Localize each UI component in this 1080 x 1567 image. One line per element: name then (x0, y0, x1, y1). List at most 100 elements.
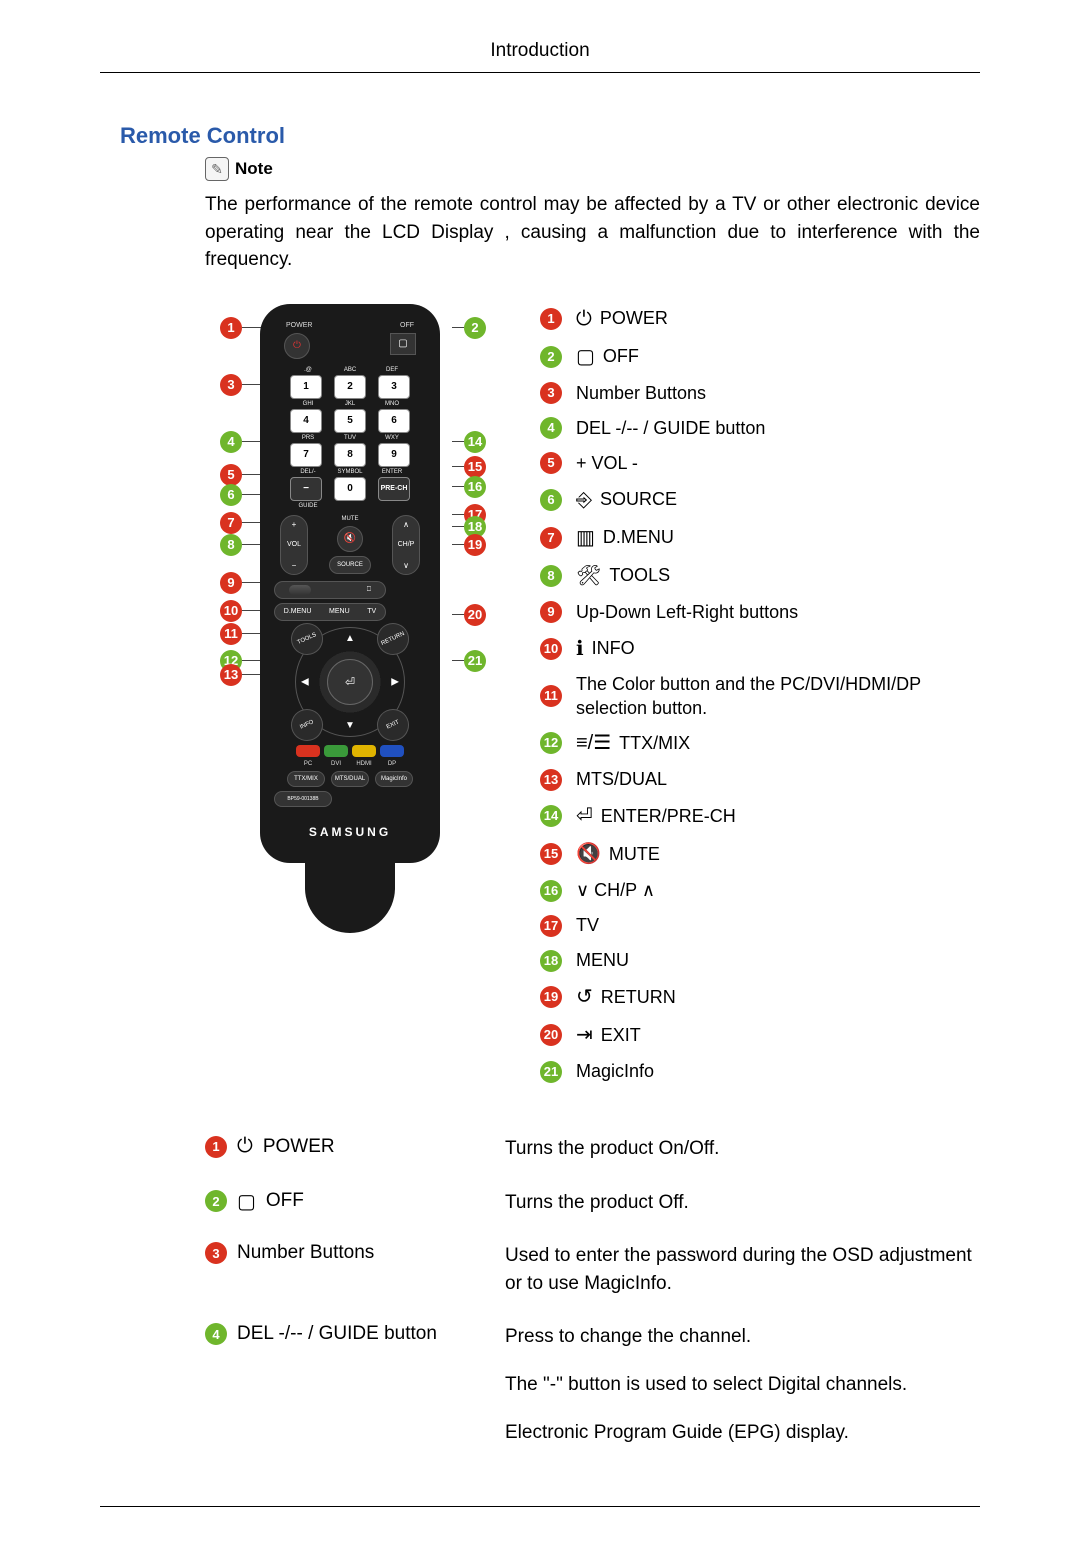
legend-row: 19↺RETURN (540, 982, 956, 1012)
legend-list: 1⏻POWER2▢OFF3Number Buttons4DEL -/-- / G… (540, 304, 956, 1086)
desc-paragraph: Press to change the channel. (505, 1323, 980, 1351)
legend-row: 3Number Buttons (540, 380, 956, 407)
legend-row: 8 🛠 TOOLS (540, 561, 956, 591)
legend-text: TOOLS (609, 562, 670, 589)
callout-stem (452, 466, 464, 468)
legend-text: SOURCE (600, 486, 677, 513)
legend-text: D.MENU (603, 524, 674, 551)
callout-stem (452, 486, 464, 488)
callout-bubble: 8 (220, 534, 242, 556)
callout-stem (452, 327, 464, 329)
legend-glyph-icon: 🛠 (576, 561, 601, 591)
legend-row: 20⇥EXIT (540, 1020, 956, 1050)
remote-callout: 20 (452, 604, 486, 626)
legend-row: 11The Color button and the PC/DVI/HDMI/D… (540, 672, 956, 721)
remote-color-label: PC (296, 761, 320, 767)
legend-text: ENTER/PRE-CH (601, 803, 736, 830)
legend-row: 7▥D.MENU (540, 523, 956, 553)
note-icon: ✎ (205, 157, 229, 181)
legend-number-bubble: 17 (540, 915, 562, 937)
legend-row: 2▢OFF (540, 342, 956, 372)
description-table: 1⏻POWERTurns the product On/Off.2▢OFFTur… (205, 1135, 980, 1446)
legend-number-bubble: 13 (540, 769, 562, 791)
legend-glyph-icon: ℹ (576, 634, 584, 664)
legend-number-bubble: 7 (540, 527, 562, 549)
callout-bubble: 4 (220, 431, 242, 453)
legend-number-bubble: 8 (540, 565, 562, 587)
legend-row: 16∨ CH/P ∧ (540, 877, 956, 904)
legend-number-bubble: 4 (540, 417, 562, 439)
legend-number-bubble: 3 (540, 382, 562, 404)
legend-number-bubble: 18 (540, 950, 562, 972)
remote-illustration: 134567891011121321415161718192021 POWERO… (220, 304, 480, 1086)
legend-row: 12≡/☰TTX/MIX (540, 728, 956, 758)
callout-bubble: 3 (220, 374, 242, 396)
legend-row: 15🔇MUTE (540, 839, 956, 869)
legend-row: 21MagicInfo (540, 1058, 956, 1085)
legend-glyph-icon: ⎆ (576, 485, 592, 515)
note-label: Note (235, 159, 273, 179)
desc-paragraph: Electronic Program Guide (EPG) display. (505, 1419, 980, 1447)
legend-row: 10 ℹ INFO (540, 634, 956, 664)
callout-bubble: 13 (220, 664, 242, 686)
legend-number-bubble: 10 (540, 638, 562, 660)
callout-stem (452, 614, 464, 616)
legend-number-bubble: 20 (540, 1024, 562, 1046)
desc-left: 3Number Buttons (205, 1242, 485, 1264)
remote-callout: 2 (452, 317, 486, 339)
legend-glyph-icon: ⏻ (576, 304, 592, 334)
legend-text: INFO (592, 635, 635, 662)
desc-number-bubble: 2 (205, 1190, 227, 1212)
legend-glyph-icon: ↺ (576, 982, 593, 1012)
remote-off-btn: ▢ (390, 333, 416, 355)
callout-bubble: 7 (220, 512, 242, 534)
brand-label: SAMSUNG (274, 825, 426, 839)
rule-bottom (100, 1506, 980, 1507)
desc-label: OFF (266, 1190, 304, 1212)
desc-right: Turns the product On/Off. (505, 1135, 980, 1163)
desc-paragraph: Turns the product On/Off. (505, 1135, 980, 1163)
legend-number-bubble: 15 (540, 843, 562, 865)
legend-number-bubble: 6 (540, 489, 562, 511)
desc-paragraph: The "-" button is used to select Digital… (505, 1371, 980, 1399)
remote-color-label: HDMI (352, 761, 376, 767)
callout-bubble: 10 (220, 600, 242, 622)
remote-callout: 15 (452, 456, 486, 478)
remote-pill-btn: TTX/MIX (287, 771, 325, 787)
callout-bubble: 5 (220, 464, 242, 486)
note-body: The performance of the remote control ma… (205, 191, 980, 274)
desc-label: POWER (263, 1136, 335, 1158)
legend-row: 5+ VOL - (540, 450, 956, 477)
legend-text: DEL -/-- / GUIDE button (576, 415, 765, 442)
remote-pill-btn: MTS/DUAL (331, 771, 369, 787)
desc-paragraph: Used to enter the password during the OS… (505, 1242, 980, 1297)
legend-text: TTX/MIX (619, 730, 690, 757)
callout-bubble: 1 (220, 317, 242, 339)
legend-text: OFF (603, 343, 639, 370)
desc-glyph-icon: ▢ (237, 1189, 256, 1214)
callout-bubble: 9 (220, 572, 242, 594)
legend-row: 1⏻POWER (540, 304, 956, 334)
callout-stem (452, 660, 464, 662)
section-title: Remote Control (120, 123, 980, 149)
callout-bubble: 14 (464, 431, 486, 453)
desc-right: Used to enter the password during the OS… (505, 1242, 980, 1297)
desc-glyph-icon: ⏻ (237, 1135, 253, 1158)
legend-number-bubble: 9 (540, 601, 562, 623)
legend-row: 18MENU (540, 947, 956, 974)
callout-bubble: 21 (464, 650, 486, 672)
legend-text: TV (576, 912, 599, 939)
legend-text: MagicInfo (576, 1058, 654, 1085)
legend-number-bubble: 16 (540, 880, 562, 902)
callout-bubble: 11 (220, 623, 242, 645)
page-header: Introduction (100, 40, 980, 72)
desc-label: DEL -/-- / GUIDE button (237, 1323, 437, 1345)
callout-bubble: 20 (464, 604, 486, 626)
callout-bubble: 15 (464, 456, 486, 478)
legend-text: POWER (600, 305, 668, 332)
legend-number-bubble: 5 (540, 452, 562, 474)
callout-bubble: 19 (464, 534, 486, 556)
desc-right: Press to change the channel. The "-" butt… (505, 1323, 980, 1446)
callout-bubble: 2 (464, 317, 486, 339)
legend-text: MUTE (609, 841, 660, 868)
